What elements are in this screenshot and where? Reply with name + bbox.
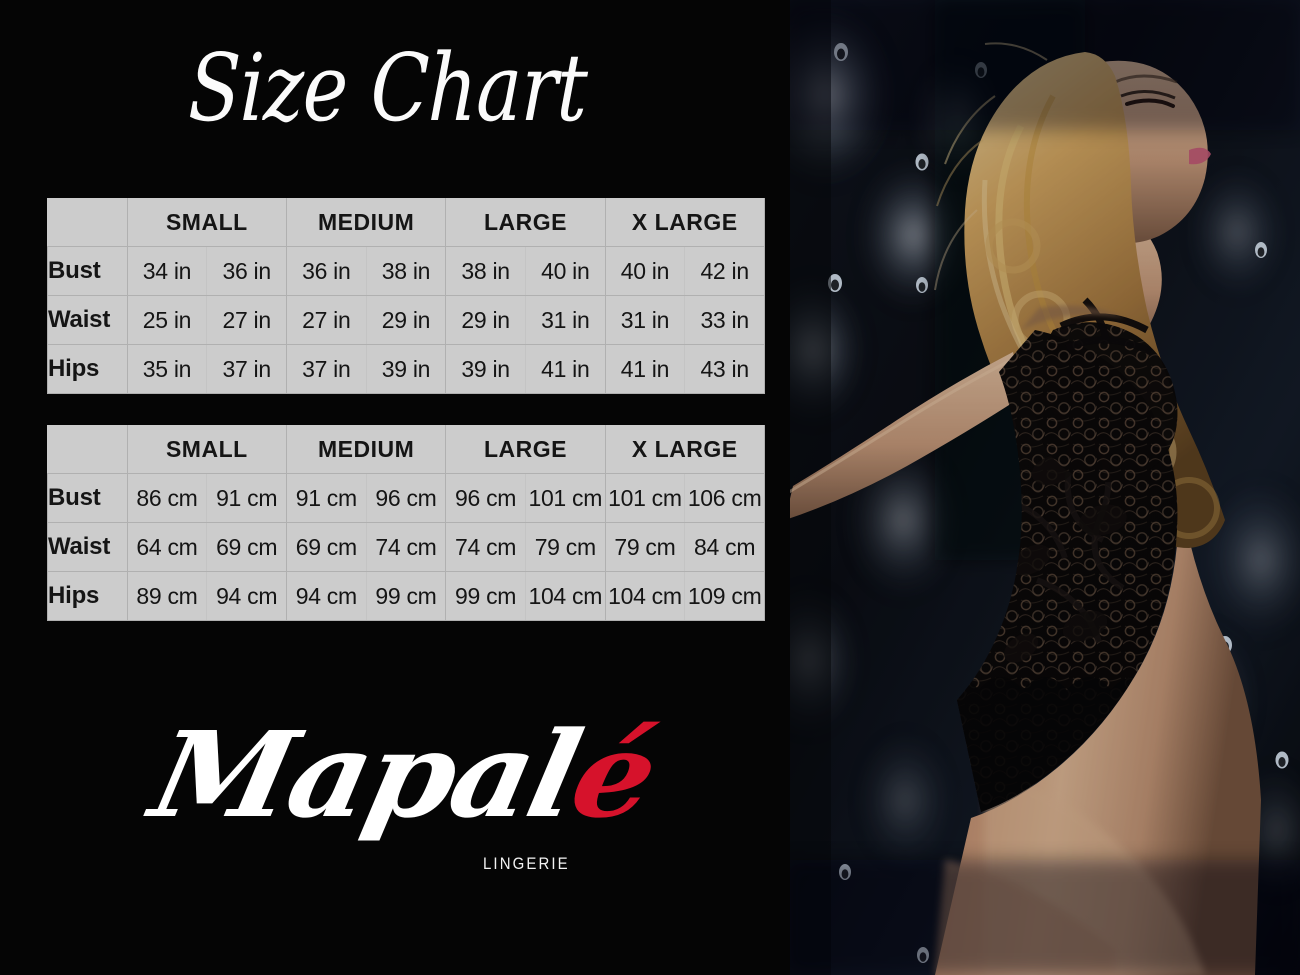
table-row-bust: Bust 34 in 36 in 36 in 38 in 38 in 40 in… bbox=[47, 246, 765, 296]
size-table-centimeters: SMALL MEDIUM LARGE X LARGE Bust 86 cm 91… bbox=[47, 425, 766, 621]
table-row-waist: Waist 64 cm 69 cm 69 cm 74 cm 74 cm 79 c… bbox=[47, 522, 765, 572]
column-header-medium: MEDIUM bbox=[285, 198, 447, 247]
cell-bust-xlarge-min: 101 cm bbox=[604, 473, 685, 523]
cell-hips-large-min: 99 cm bbox=[445, 571, 526, 621]
corner-header bbox=[47, 198, 128, 247]
cell-bust-xlarge-min: 40 in bbox=[604, 246, 685, 296]
cell-hips-medium-min: 37 in bbox=[285, 344, 367, 394]
table-header-row: SMALL MEDIUM LARGE X LARGE bbox=[47, 198, 766, 247]
cell-hips-large-min: 39 in bbox=[445, 344, 526, 394]
cell-hips-xlarge-min: 104 cm bbox=[604, 571, 685, 621]
table-row-waist: Waist 25 in 27 in 27 in 29 in 29 in 31 i… bbox=[47, 295, 765, 345]
cell-waist-large-max: 31 in bbox=[524, 295, 606, 345]
table-row-bust: Bust 86 cm 91 cm 91 cm 96 cm 96 cm 101 c… bbox=[47, 473, 765, 523]
row-label-bust: Bust bbox=[47, 246, 128, 296]
cell-hips-small-max: 37 in bbox=[206, 344, 287, 394]
cell-hips-large-max: 104 cm bbox=[524, 571, 606, 621]
cell-waist-large-min: 74 cm bbox=[445, 522, 526, 572]
cell-hips-medium-max: 99 cm bbox=[365, 571, 447, 621]
column-header-small: SMALL bbox=[126, 425, 287, 474]
cell-bust-small-max: 91 cm bbox=[206, 473, 287, 523]
cell-hips-xlarge-max: 43 in bbox=[684, 344, 765, 394]
bra-straps bbox=[1059, 297, 1153, 356]
cell-hips-medium-min: 94 cm bbox=[285, 571, 367, 621]
cell-bust-large-min: 38 in bbox=[445, 246, 526, 296]
row-label-bust: Bust bbox=[47, 473, 128, 523]
column-header-large: LARGE bbox=[445, 425, 606, 474]
cell-waist-medium-min: 27 in bbox=[285, 295, 367, 345]
column-header-medium: MEDIUM bbox=[285, 425, 447, 474]
cell-hips-xlarge-max: 109 cm bbox=[684, 571, 765, 621]
table-header-row: SMALL MEDIUM LARGE X LARGE bbox=[47, 425, 766, 474]
cell-bust-large-max: 101 cm bbox=[524, 473, 606, 523]
cell-bust-medium-max: 96 cm bbox=[365, 473, 447, 523]
cell-waist-xlarge-min: 79 cm bbox=[604, 522, 685, 572]
model-photo-illustration bbox=[785, 0, 1300, 975]
brand-wordmark-text: Mapal bbox=[140, 705, 590, 844]
cell-waist-small-min: 25 in bbox=[126, 295, 207, 345]
cell-waist-small-min: 64 cm bbox=[126, 522, 207, 572]
model-photo bbox=[785, 0, 1300, 975]
lace-bra bbox=[1034, 322, 1178, 483]
brand-subtitle: LINGERIE bbox=[483, 854, 570, 873]
cell-hips-xlarge-min: 41 in bbox=[604, 344, 685, 394]
column-header-xlarge: X LARGE bbox=[604, 425, 766, 474]
content-panel: Size Chart SMALL MEDIUM LARGE X LARGE Bu… bbox=[47, 34, 766, 886]
size-table-inches-body: Bust 34 in 36 in 36 in 38 in 38 in 40 in… bbox=[47, 246, 765, 394]
cell-waist-xlarge-max: 84 cm bbox=[684, 522, 765, 572]
table-row-hips: Hips 89 cm 94 cm 94 cm 99 cm 99 cm 104 c… bbox=[47, 571, 765, 621]
size-table-centimeters-body: Bust 86 cm 91 cm 91 cm 96 cm 96 cm 101 c… bbox=[47, 473, 765, 621]
cell-bust-medium-min: 91 cm bbox=[285, 473, 367, 523]
column-header-large: LARGE bbox=[445, 198, 606, 247]
row-label-waist: Waist bbox=[47, 295, 128, 345]
brand-logo: Mapalé LINGERIE bbox=[141, 705, 667, 886]
cell-waist-xlarge-min: 31 in bbox=[604, 295, 685, 345]
cell-bust-medium-min: 36 in bbox=[285, 246, 367, 296]
size-table-inches-head: SMALL MEDIUM LARGE X LARGE bbox=[47, 198, 766, 247]
cell-hips-small-min: 35 in bbox=[126, 344, 207, 394]
cell-waist-large-min: 29 in bbox=[445, 295, 526, 345]
column-header-xlarge: X LARGE bbox=[604, 198, 766, 247]
row-label-hips: Hips bbox=[47, 344, 128, 394]
table-row-hips: Hips 35 in 37 in 37 in 39 in 39 in 41 in… bbox=[47, 344, 765, 394]
cell-hips-small-max: 94 cm bbox=[206, 571, 287, 621]
size-table-centimeters-head: SMALL MEDIUM LARGE X LARGE bbox=[47, 425, 766, 474]
cell-waist-small-max: 27 in bbox=[206, 295, 287, 345]
size-table-inches: SMALL MEDIUM LARGE X LARGE Bust 34 in 36… bbox=[47, 198, 766, 394]
cell-hips-large-max: 41 in bbox=[524, 344, 606, 394]
cell-bust-small-min: 86 cm bbox=[126, 473, 207, 523]
cell-waist-medium-min: 69 cm bbox=[285, 522, 367, 572]
cell-hips-small-min: 89 cm bbox=[126, 571, 207, 621]
cell-waist-xlarge-max: 33 in bbox=[684, 295, 765, 345]
cell-bust-medium-max: 38 in bbox=[365, 246, 447, 296]
corner-header bbox=[47, 425, 128, 474]
page-title: Size Chart bbox=[187, 34, 589, 142]
cell-waist-small-max: 69 cm bbox=[206, 522, 287, 572]
cell-bust-small-min: 34 in bbox=[126, 246, 207, 296]
column-header-small: SMALL bbox=[126, 198, 287, 247]
cell-waist-large-max: 79 cm bbox=[524, 522, 606, 572]
cell-bust-small-max: 36 in bbox=[206, 246, 287, 296]
cell-bust-xlarge-max: 106 cm bbox=[684, 473, 765, 523]
brand-wordmark: Mapalé bbox=[141, 705, 667, 844]
row-label-waist: Waist bbox=[47, 522, 128, 572]
cell-hips-medium-max: 39 in bbox=[365, 344, 447, 394]
cell-waist-medium-max: 29 in bbox=[365, 295, 447, 345]
cell-bust-large-max: 40 in bbox=[524, 246, 606, 296]
model-arm bbox=[785, 352, 1023, 520]
cell-bust-large-min: 96 cm bbox=[445, 473, 526, 523]
row-label-hips: Hips bbox=[47, 571, 128, 621]
cell-waist-medium-max: 74 cm bbox=[365, 522, 447, 572]
cell-bust-xlarge-max: 42 in bbox=[684, 246, 765, 296]
